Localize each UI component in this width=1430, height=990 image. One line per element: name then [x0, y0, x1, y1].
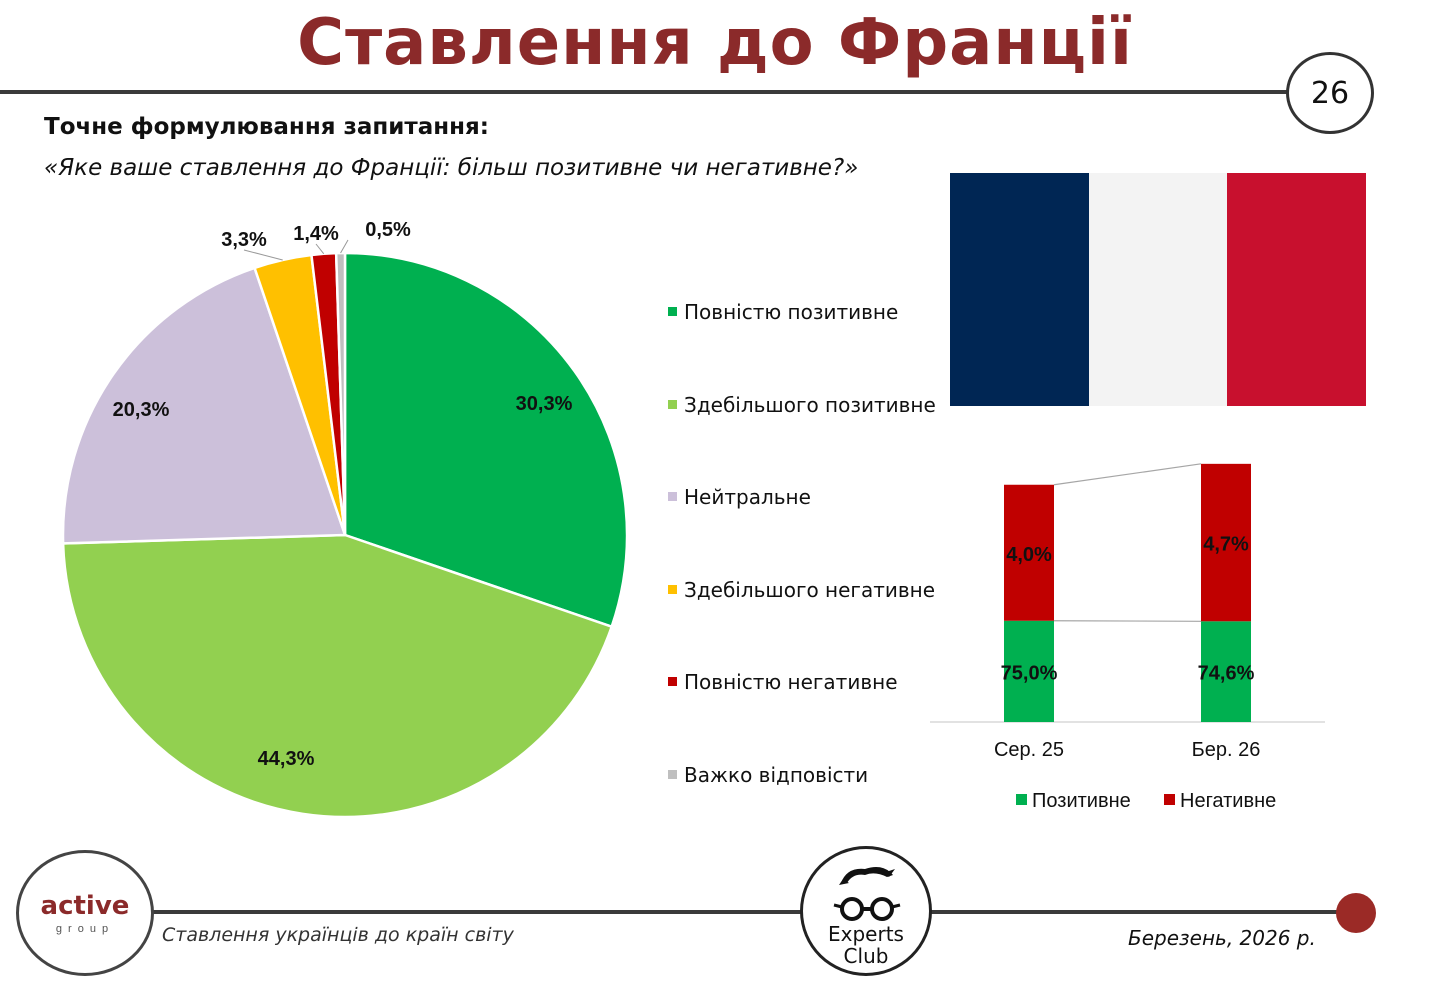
bar-legend-swatch: [1164, 794, 1175, 805]
bar-negative: [1201, 463, 1251, 622]
flag-blue-stripe: [950, 173, 1089, 406]
legend-swatch: [668, 769, 677, 779]
logo-main-text: active: [40, 891, 130, 921]
page-title: Ставлення до Франції: [297, 6, 1133, 80]
pie-slice: [61, 266, 347, 545]
legend-label: Важко відповісти: [684, 762, 869, 787]
pie-data-label: 3,3%: [221, 229, 267, 251]
legend-item: Важко відповісти: [668, 763, 868, 787]
logo-sub-text: group: [55, 923, 115, 935]
bar-data-label: 75,0%: [1001, 662, 1058, 684]
legend-swatch: [668, 677, 677, 686]
legend-swatch: [668, 399, 677, 409]
bar-legend-label: Негативне: [1180, 790, 1276, 812]
flag-red-stripe: [1227, 173, 1367, 406]
pie-data-label: 44,3%: [258, 748, 315, 770]
glasses-face-icon: [833, 867, 901, 921]
legend-item: Здебільшого позитивне: [668, 393, 936, 417]
france-flag: [950, 173, 1367, 406]
footer-divider: [150, 910, 1350, 914]
pie-leader-line: [243, 249, 283, 261]
bar-positive: [1201, 621, 1251, 722]
page-number-badge: 26: [1286, 52, 1374, 134]
header-divider: [0, 90, 1290, 94]
legend-label: Здебільшого негативне: [684, 577, 936, 602]
pie-slice: [343, 251, 629, 629]
series-line: [1053, 463, 1202, 486]
experts-club-text: Experts Club: [803, 923, 929, 967]
legend-label: Здебільшого позитивне: [684, 392, 936, 417]
legend-item: Нейтральне: [668, 485, 811, 509]
decorative-dot: [1336, 893, 1376, 933]
question-label: Точне формулювання запитання:: [44, 114, 489, 140]
legend-swatch: [668, 492, 677, 501]
legend-label: Повністю позитивне: [684, 300, 899, 324]
bar-data-label: 4,7%: [1203, 534, 1249, 556]
active-group-logo: active group: [16, 850, 154, 976]
legend-swatch: [668, 584, 677, 594]
legend-swatch: [668, 307, 677, 316]
experts-line1: Experts: [828, 922, 904, 946]
bar-negative: [1004, 484, 1054, 621]
flag-white-stripe: [1088, 173, 1228, 406]
legend-label: Нейтральне: [684, 485, 811, 509]
bar-legend-swatch: [1016, 794, 1027, 805]
bar-category-label: Бер. 26: [1192, 739, 1261, 761]
bar-category-label: Сер. 25: [994, 739, 1064, 761]
bar-positive: [1004, 620, 1054, 722]
footer-date: Березень, 2026 р.: [1128, 926, 1316, 950]
pie-data-label: 30,3%: [516, 393, 573, 415]
page-number: 26: [1310, 75, 1350, 111]
legend-item: Повністю негативне: [668, 670, 898, 694]
pie-slice: [334, 251, 347, 536]
bar-data-label: 74,6%: [1198, 663, 1255, 685]
legend-item: Здебільшого негативне: [668, 578, 935, 602]
legend-item: Повністю позитивне: [668, 300, 898, 324]
pie-data-label: 20,3%: [113, 399, 170, 421]
pie-data-label: 1,4%: [293, 223, 339, 245]
legend-label: Повністю негативне: [684, 670, 898, 694]
pie-leader-line: [315, 243, 325, 255]
experts-line2: Club: [843, 944, 889, 968]
pie-leader-line: [340, 239, 349, 254]
pie-slice: [61, 533, 614, 819]
experts-club-logo: Experts Club: [800, 846, 932, 976]
question-text: «Яке ваше ставлення до Франції: більш по…: [44, 155, 859, 181]
footer-caption: Ставлення українців до країн світу: [162, 924, 514, 946]
series-line: [1053, 620, 1202, 622]
bar-legend-label: Позитивне: [1032, 790, 1131, 812]
pie-data-label: 0,5%: [365, 219, 411, 241]
bar-data-label: 4,0%: [1006, 544, 1052, 566]
